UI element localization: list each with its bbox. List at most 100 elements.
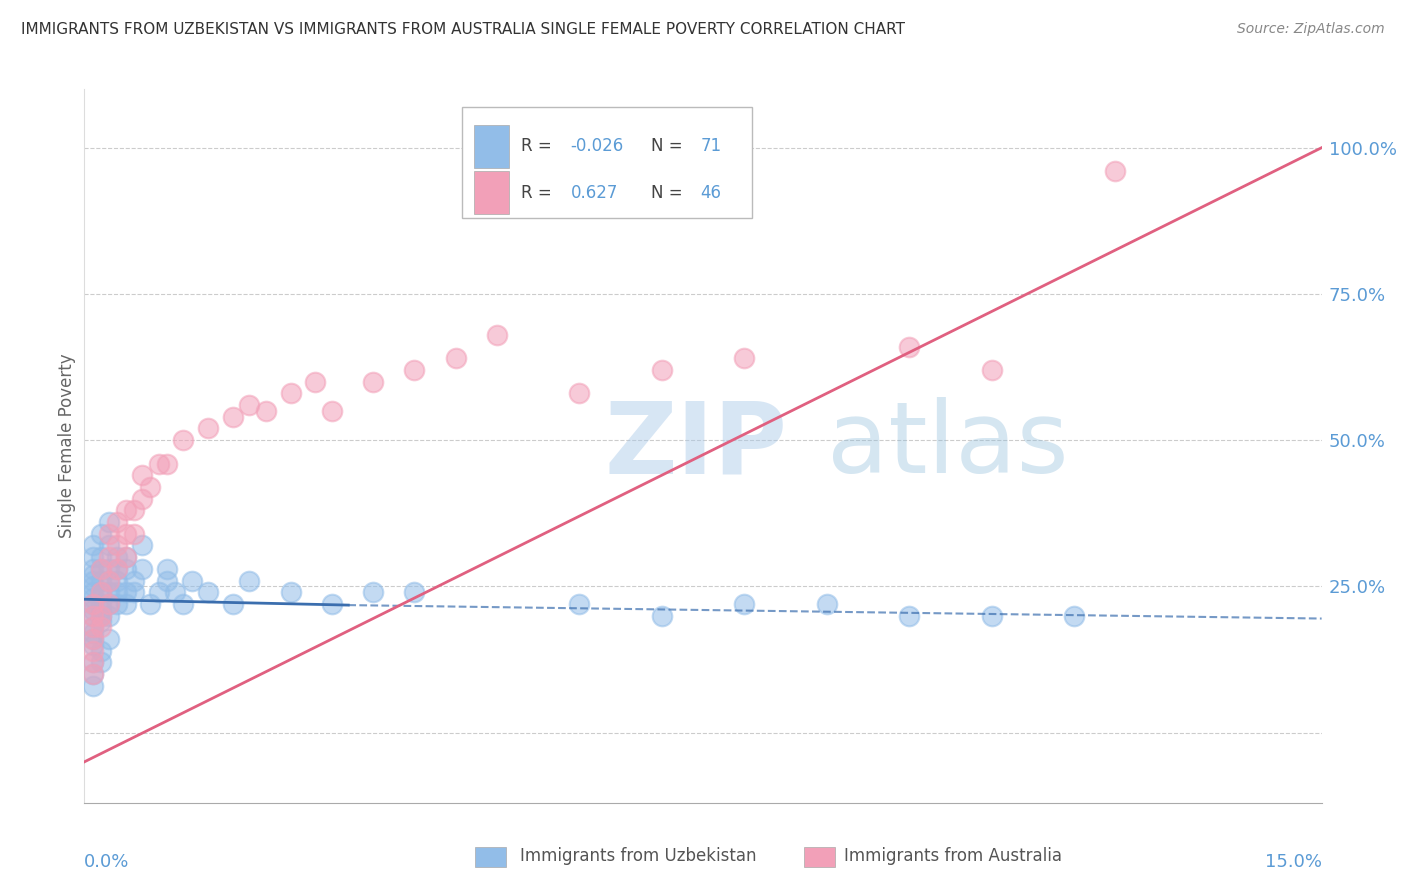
Point	[148, 457, 170, 471]
Text: N =: N =	[651, 184, 688, 202]
Point	[980, 363, 1002, 377]
Point	[82, 608, 104, 623]
Point	[254, 404, 277, 418]
Point	[98, 585, 121, 599]
Point	[90, 644, 112, 658]
Point	[82, 620, 104, 634]
Point	[82, 567, 104, 582]
Point	[172, 433, 194, 447]
Point	[82, 603, 104, 617]
Point	[105, 585, 128, 599]
Bar	[804, 847, 835, 867]
Point	[90, 562, 112, 576]
Point	[82, 626, 104, 640]
Text: R =: R =	[522, 137, 557, 155]
Point	[485, 327, 508, 342]
Point	[90, 620, 112, 634]
Point	[98, 608, 121, 623]
Point	[139, 480, 162, 494]
Text: 0.627: 0.627	[571, 184, 619, 202]
Point	[114, 503, 136, 517]
Point	[815, 597, 838, 611]
Point	[114, 585, 136, 599]
Text: 0.0%: 0.0%	[84, 853, 129, 871]
Point	[90, 608, 112, 623]
Point	[165, 585, 187, 599]
Bar	[475, 847, 506, 867]
Point	[122, 574, 145, 588]
Point	[180, 574, 202, 588]
Point	[82, 679, 104, 693]
Point	[82, 608, 104, 623]
Point	[98, 574, 121, 588]
Point	[82, 585, 104, 599]
Point	[90, 608, 112, 623]
Point	[82, 667, 104, 681]
Point	[82, 644, 104, 658]
Point	[98, 562, 121, 576]
Point	[82, 597, 104, 611]
Point	[733, 351, 755, 366]
Text: 15.0%: 15.0%	[1264, 853, 1322, 871]
Point	[105, 562, 128, 576]
Point	[172, 597, 194, 611]
Point	[444, 351, 467, 366]
Point	[568, 386, 591, 401]
Point	[122, 526, 145, 541]
Point	[90, 615, 112, 629]
Point	[197, 421, 219, 435]
Text: ZIP: ZIP	[605, 398, 787, 494]
Point	[131, 468, 153, 483]
Point	[156, 457, 179, 471]
Point	[105, 574, 128, 588]
Point	[404, 585, 426, 599]
Point	[105, 538, 128, 552]
Text: N =: N =	[651, 137, 688, 155]
Point	[98, 538, 121, 552]
Point	[238, 398, 260, 412]
Text: IMMIGRANTS FROM UZBEKISTAN VS IMMIGRANTS FROM AUSTRALIA SINGLE FEMALE POVERTY CO: IMMIGRANTS FROM UZBEKISTAN VS IMMIGRANTS…	[21, 22, 905, 37]
Point	[90, 585, 112, 599]
Text: -0.026: -0.026	[571, 137, 624, 155]
Point	[98, 515, 121, 529]
Point	[82, 638, 104, 652]
Point	[98, 597, 121, 611]
Text: Source: ZipAtlas.com: Source: ZipAtlas.com	[1237, 22, 1385, 37]
FancyBboxPatch shape	[461, 107, 752, 218]
Point	[90, 585, 112, 599]
Point	[90, 574, 112, 588]
Point	[114, 550, 136, 565]
FancyBboxPatch shape	[474, 171, 509, 214]
Text: 46: 46	[700, 184, 721, 202]
Point	[82, 620, 104, 634]
Point	[82, 591, 104, 605]
Point	[82, 550, 104, 565]
Point	[105, 562, 128, 576]
Point	[82, 538, 104, 552]
Text: Immigrants from Australia: Immigrants from Australia	[844, 847, 1062, 865]
Text: Immigrants from Uzbekistan: Immigrants from Uzbekistan	[520, 847, 756, 865]
Point	[131, 562, 153, 576]
Point	[98, 574, 121, 588]
Point	[122, 503, 145, 517]
Point	[131, 538, 153, 552]
Point	[90, 597, 112, 611]
Point	[139, 597, 162, 611]
Point	[280, 386, 302, 401]
Point	[361, 375, 384, 389]
Point	[98, 526, 121, 541]
Text: 71: 71	[700, 137, 721, 155]
Point	[1063, 608, 1085, 623]
Point	[82, 656, 104, 670]
Point	[361, 585, 384, 599]
Point	[82, 632, 104, 646]
Point	[82, 562, 104, 576]
Point	[898, 340, 921, 354]
Text: atlas: atlas	[827, 398, 1069, 494]
Point	[90, 562, 112, 576]
Point	[156, 574, 179, 588]
Point	[304, 375, 326, 389]
Point	[280, 585, 302, 599]
Point	[197, 585, 219, 599]
Point	[90, 656, 112, 670]
